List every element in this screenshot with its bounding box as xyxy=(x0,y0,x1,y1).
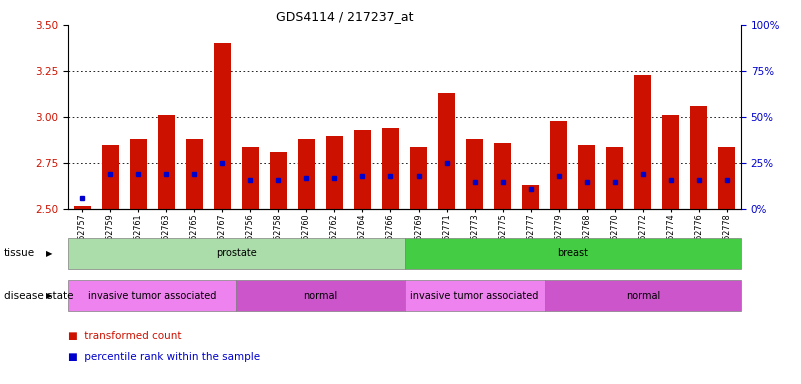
Bar xyxy=(236,280,405,311)
Bar xyxy=(550,121,567,209)
Bar xyxy=(186,139,203,209)
Bar xyxy=(438,93,455,209)
Bar xyxy=(545,280,741,311)
Bar xyxy=(130,139,147,209)
Text: invasive tumor associated: invasive tumor associated xyxy=(410,291,539,301)
Bar xyxy=(410,147,427,209)
Bar xyxy=(718,147,735,209)
Bar xyxy=(634,75,651,209)
Bar xyxy=(606,147,623,209)
Bar xyxy=(522,185,539,209)
Bar xyxy=(74,205,91,209)
Bar xyxy=(466,139,483,209)
Bar xyxy=(214,43,231,209)
Bar xyxy=(298,139,315,209)
Bar xyxy=(405,238,741,269)
Text: ▶: ▶ xyxy=(46,249,52,258)
Bar xyxy=(102,145,119,209)
Text: normal: normal xyxy=(626,291,660,301)
Bar xyxy=(242,147,259,209)
Text: invasive tumor associated: invasive tumor associated xyxy=(88,291,216,301)
Text: ■  percentile rank within the sample: ■ percentile rank within the sample xyxy=(68,352,260,362)
Text: disease state: disease state xyxy=(4,291,74,301)
Text: breast: breast xyxy=(557,248,588,258)
Bar xyxy=(158,115,175,209)
Bar xyxy=(354,130,371,209)
Bar xyxy=(578,145,595,209)
Bar xyxy=(662,115,679,209)
Bar xyxy=(326,136,343,209)
Text: ■  transformed count: ■ transformed count xyxy=(68,331,182,341)
Text: tissue: tissue xyxy=(4,248,35,258)
Bar xyxy=(382,128,399,209)
Text: GDS4114 / 217237_at: GDS4114 / 217237_at xyxy=(276,10,413,23)
Bar xyxy=(494,143,511,209)
Text: prostate: prostate xyxy=(216,248,256,258)
Bar xyxy=(690,106,707,209)
Bar xyxy=(270,152,287,209)
Bar xyxy=(68,238,405,269)
Bar xyxy=(405,280,545,311)
Text: ▶: ▶ xyxy=(46,291,52,300)
Text: normal: normal xyxy=(304,291,337,301)
Bar xyxy=(68,280,236,311)
